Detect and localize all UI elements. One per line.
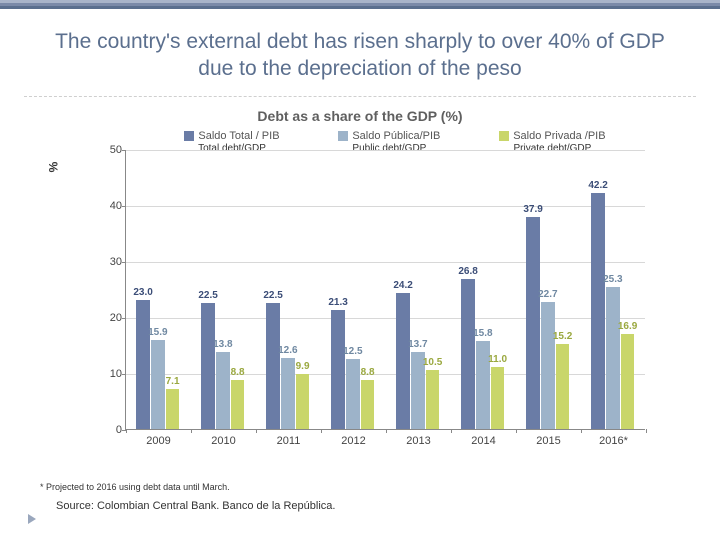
y-tick-label: 0	[96, 424, 122, 436]
grid-line	[126, 262, 645, 263]
bar-total	[201, 303, 214, 429]
bar-public	[281, 358, 294, 429]
bar-public	[216, 352, 229, 429]
bar-label: 42.2	[588, 180, 607, 191]
y-tick-label: 40	[96, 200, 122, 212]
bar-label: 15.9	[148, 327, 167, 338]
bar-private	[231, 380, 244, 429]
y-tick-label: 20	[96, 312, 122, 324]
x-tick-label: 2010	[211, 435, 235, 447]
x-tick-label: 2011	[277, 435, 301, 447]
bar-label: 10.5	[423, 357, 442, 368]
chart: Saldo Total / PIBTotal debt/GDPSaldo Púb…	[95, 130, 655, 460]
x-tick-label: 2014	[471, 435, 495, 447]
bar-private	[166, 389, 179, 429]
y-tick-mark	[122, 318, 126, 319]
bar-label: 37.9	[523, 204, 542, 215]
bar-total	[331, 310, 344, 429]
bar-label: 12.5	[343, 346, 362, 357]
bar-total	[136, 300, 149, 429]
bar-label: 8.8	[361, 367, 375, 378]
bar-label: 22.5	[263, 290, 282, 301]
bar-private	[556, 344, 569, 429]
chart-title: Debt as a share of the GDP (%)	[0, 108, 720, 124]
top-color-bands	[0, 0, 720, 10]
y-tick-mark	[122, 262, 126, 263]
footnote: * Projected to 2016 using debt data unti…	[40, 482, 230, 492]
bar-label: 22.5	[198, 290, 217, 301]
y-tick-mark	[122, 206, 126, 207]
legend-label: Saldo Pública/PIB	[352, 130, 440, 142]
x-tick-label: 2016*	[599, 435, 628, 447]
bar-label: 8.8	[231, 367, 245, 378]
bar-label: 16.9	[618, 321, 637, 332]
bar-private	[361, 380, 374, 429]
grid-line	[126, 150, 645, 151]
y-tick-label: 30	[96, 256, 122, 268]
bar-label: 15.2	[553, 331, 572, 342]
legend-label: Saldo Total / PIB	[198, 130, 279, 142]
x-tick-label: 2015	[536, 435, 560, 447]
bar-public	[151, 340, 164, 429]
grid-line	[126, 206, 645, 207]
y-axis-label: %	[46, 162, 60, 173]
bar-label: 9.9	[296, 361, 310, 372]
y-tick-mark	[122, 150, 126, 151]
bar-public	[606, 287, 619, 429]
bar-total	[461, 279, 474, 429]
bar-total	[591, 193, 604, 429]
bar-label: 15.8	[473, 328, 492, 339]
legend-label: Saldo Privada /PIB	[513, 130, 605, 142]
bar-label: 7.1	[166, 376, 180, 387]
bar-private	[296, 374, 309, 429]
slide-title: The country's external debt has risen sh…	[50, 28, 670, 83]
legend-swatch-icon	[184, 131, 194, 141]
y-tick-label: 50	[96, 144, 122, 156]
bar-total	[526, 217, 539, 429]
band-3	[0, 6, 720, 9]
bar-label: 26.8	[458, 266, 477, 277]
bar-label: 24.2	[393, 280, 412, 291]
x-tick-label: 2012	[341, 435, 365, 447]
page-arrow-icon	[28, 514, 36, 524]
x-tick-label: 2009	[146, 435, 170, 447]
legend-swatch-icon	[338, 131, 348, 141]
bar-label: 21.3	[328, 297, 347, 308]
bar-label: 13.7	[408, 339, 427, 350]
source: Source: Colombian Central Bank. Banco de…	[56, 500, 335, 512]
bar-label: 22.7	[538, 289, 557, 300]
bar-private	[426, 370, 439, 429]
bar-private	[621, 334, 634, 429]
bar-private	[491, 367, 504, 429]
bar-label: 25.3	[603, 274, 622, 285]
bar-label: 12.6	[278, 345, 297, 356]
divider	[24, 96, 696, 97]
bar-public	[541, 302, 554, 429]
bar-total	[396, 293, 409, 429]
y-tick-label: 10	[96, 368, 122, 380]
y-tick-mark	[122, 374, 126, 375]
bar-label: 13.8	[213, 339, 232, 350]
bar-public	[346, 359, 359, 429]
x-tick-label: 2013	[406, 435, 430, 447]
bar-total	[266, 303, 279, 429]
bar-label: 11.0	[488, 354, 507, 365]
legend-swatch-icon	[499, 131, 509, 141]
bar-label: 23.0	[133, 287, 152, 298]
plot-area: 01020304050200923.015.97.1201022.513.88.…	[125, 150, 645, 430]
